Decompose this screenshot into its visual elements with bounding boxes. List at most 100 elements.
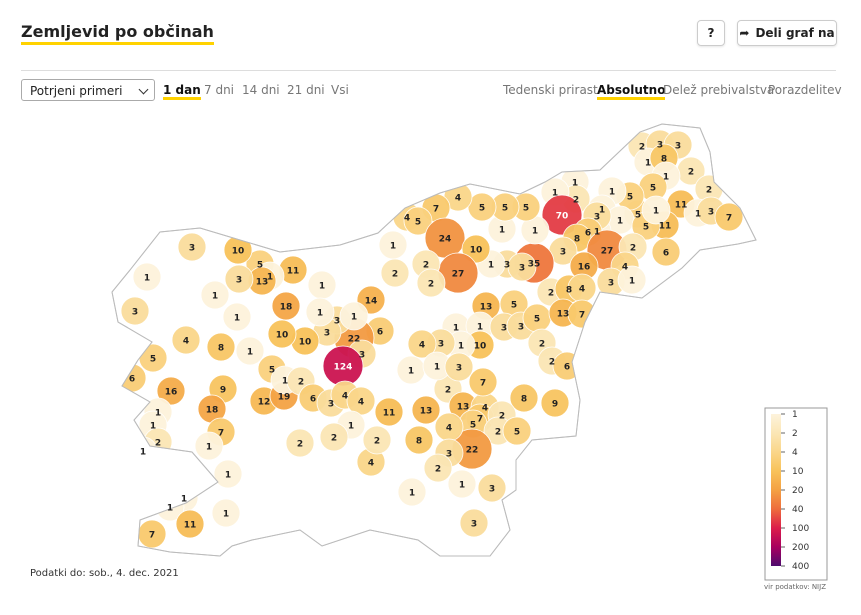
municipality-value: 1 bbox=[695, 210, 701, 220]
legend-tick-label: 20 bbox=[792, 486, 804, 496]
municipality bbox=[641, 195, 671, 225]
legend-tick-label: 10 bbox=[792, 467, 804, 477]
municipality-value: 1 bbox=[212, 292, 218, 302]
municipality-value: 1 bbox=[390, 242, 396, 252]
municipality-value: 6 bbox=[564, 363, 570, 373]
legend-scale bbox=[771, 414, 781, 566]
municipality-value: 7 bbox=[477, 415, 483, 425]
municipality-value: 1 bbox=[459, 481, 465, 491]
municipality-value: 2 bbox=[549, 358, 555, 368]
municipality-value: 2 bbox=[630, 244, 636, 254]
municipality bbox=[200, 280, 230, 310]
municipality-value: 2 bbox=[428, 280, 434, 290]
municipality-value: 27 bbox=[452, 270, 465, 280]
municipality-value: 5 bbox=[627, 193, 633, 203]
municipality-value: 16 bbox=[578, 263, 591, 273]
municipality-value: 2 bbox=[539, 340, 545, 350]
municipality bbox=[411, 395, 441, 425]
municipality-value: 6 bbox=[377, 328, 383, 338]
municipality-value: 1 bbox=[408, 367, 414, 377]
municipality-value: 8 bbox=[218, 344, 224, 354]
help-button[interactable]: ? bbox=[697, 20, 725, 46]
tab[interactable]: 1 dan bbox=[163, 83, 201, 100]
case-select[interactable]: Potrjeni primeri bbox=[21, 79, 155, 101]
municipality-value: 1 bbox=[409, 489, 415, 499]
municipality-value: 1 bbox=[155, 409, 161, 419]
municipality-value: 1 bbox=[167, 504, 173, 514]
municipality-value: 5 bbox=[479, 204, 485, 214]
legend-tick-label: 1 bbox=[792, 410, 798, 420]
municipalities bbox=[117, 129, 744, 549]
municipality-value: 2 bbox=[688, 168, 694, 178]
municipality-value: 3 bbox=[560, 248, 566, 258]
municipality bbox=[374, 397, 404, 427]
municipality-value: 1 bbox=[477, 323, 483, 333]
municipality-value: 27 bbox=[601, 247, 614, 257]
municipality-value: 1 bbox=[599, 206, 605, 216]
municipality-value: 11 bbox=[287, 267, 300, 277]
municipality bbox=[222, 302, 252, 332]
share-button[interactable]: ➦ Deli graf na bbox=[737, 20, 837, 46]
municipality-value: 4 bbox=[183, 337, 189, 347]
tab[interactable]: 21 dni bbox=[287, 83, 325, 97]
municipality bbox=[362, 425, 392, 455]
municipality-value: 1 bbox=[351, 313, 357, 323]
municipality-value: 1 bbox=[282, 377, 288, 387]
tab[interactable]: 7 dni bbox=[204, 83, 235, 97]
municipality bbox=[206, 332, 236, 362]
municipality-value: 4 bbox=[368, 459, 374, 469]
municipality-value: 24 bbox=[439, 235, 452, 245]
municipality-value: 7 bbox=[218, 429, 224, 439]
municipality bbox=[507, 252, 537, 282]
municipality-value: 11 bbox=[383, 409, 396, 419]
municipality-value: 1 bbox=[458, 342, 464, 352]
municipality-value: 2 bbox=[706, 186, 712, 196]
municipality bbox=[235, 336, 265, 366]
tab[interactable]: 14 dni bbox=[242, 83, 280, 97]
municipality-value: 1 bbox=[317, 309, 323, 319]
municipality-value: 1 bbox=[223, 510, 229, 520]
tab[interactable]: Tedenski prirast bbox=[503, 83, 598, 97]
municipality-value: 1 bbox=[319, 282, 325, 292]
tab[interactable]: Absolutno bbox=[597, 83, 666, 100]
municipality bbox=[468, 367, 498, 397]
municipality-value: 2 bbox=[374, 437, 380, 447]
municipality-value: 5 bbox=[150, 355, 156, 365]
municipality-value: 2 bbox=[298, 378, 304, 388]
municipality-value: 3 bbox=[471, 520, 477, 530]
municipality-value: 3 bbox=[657, 141, 663, 151]
municipality-value: 9 bbox=[220, 386, 226, 396]
municipality bbox=[423, 453, 453, 483]
municipality-value: 3 bbox=[518, 323, 524, 333]
municipality-value: 4 bbox=[358, 398, 364, 408]
municipality-value: 1 bbox=[206, 443, 212, 453]
municipality-value: 3 bbox=[334, 317, 340, 327]
municipality bbox=[502, 416, 532, 446]
tab[interactable]: Vsi bbox=[331, 83, 349, 97]
legend-tick-label: 400 bbox=[792, 562, 809, 572]
municipality-value: 5 bbox=[514, 428, 520, 438]
municipality-value: 3 bbox=[189, 244, 195, 254]
tab[interactable]: Delež prebivalstva bbox=[663, 83, 775, 97]
municipality-value: 4 bbox=[404, 214, 410, 224]
municipality-value: 2 bbox=[392, 270, 398, 280]
municipality-value: 3 bbox=[132, 308, 138, 318]
municipality-value: 1 bbox=[140, 448, 146, 458]
municipality-value: 22 bbox=[348, 335, 361, 345]
municipality bbox=[403, 206, 433, 236]
municipality-value: 35 bbox=[528, 260, 541, 270]
municipality-value: 11 bbox=[184, 521, 197, 531]
municipality-value: 1 bbox=[532, 227, 538, 237]
municipality-value: 3 bbox=[236, 276, 242, 286]
municipality-value: 4 bbox=[579, 285, 585, 295]
municipality-value: 2 bbox=[297, 440, 303, 450]
municipality-value: 5 bbox=[650, 184, 656, 194]
municipality-value: 6 bbox=[663, 249, 669, 259]
municipality-value: 13 bbox=[256, 278, 269, 288]
tab[interactable]: Porazdelitev bbox=[768, 83, 842, 97]
municipality bbox=[509, 383, 539, 413]
legend-tick-label: 4 bbox=[792, 448, 798, 458]
legend-tick-label: 40 bbox=[792, 505, 804, 515]
municipality-value: 5 bbox=[511, 301, 517, 311]
